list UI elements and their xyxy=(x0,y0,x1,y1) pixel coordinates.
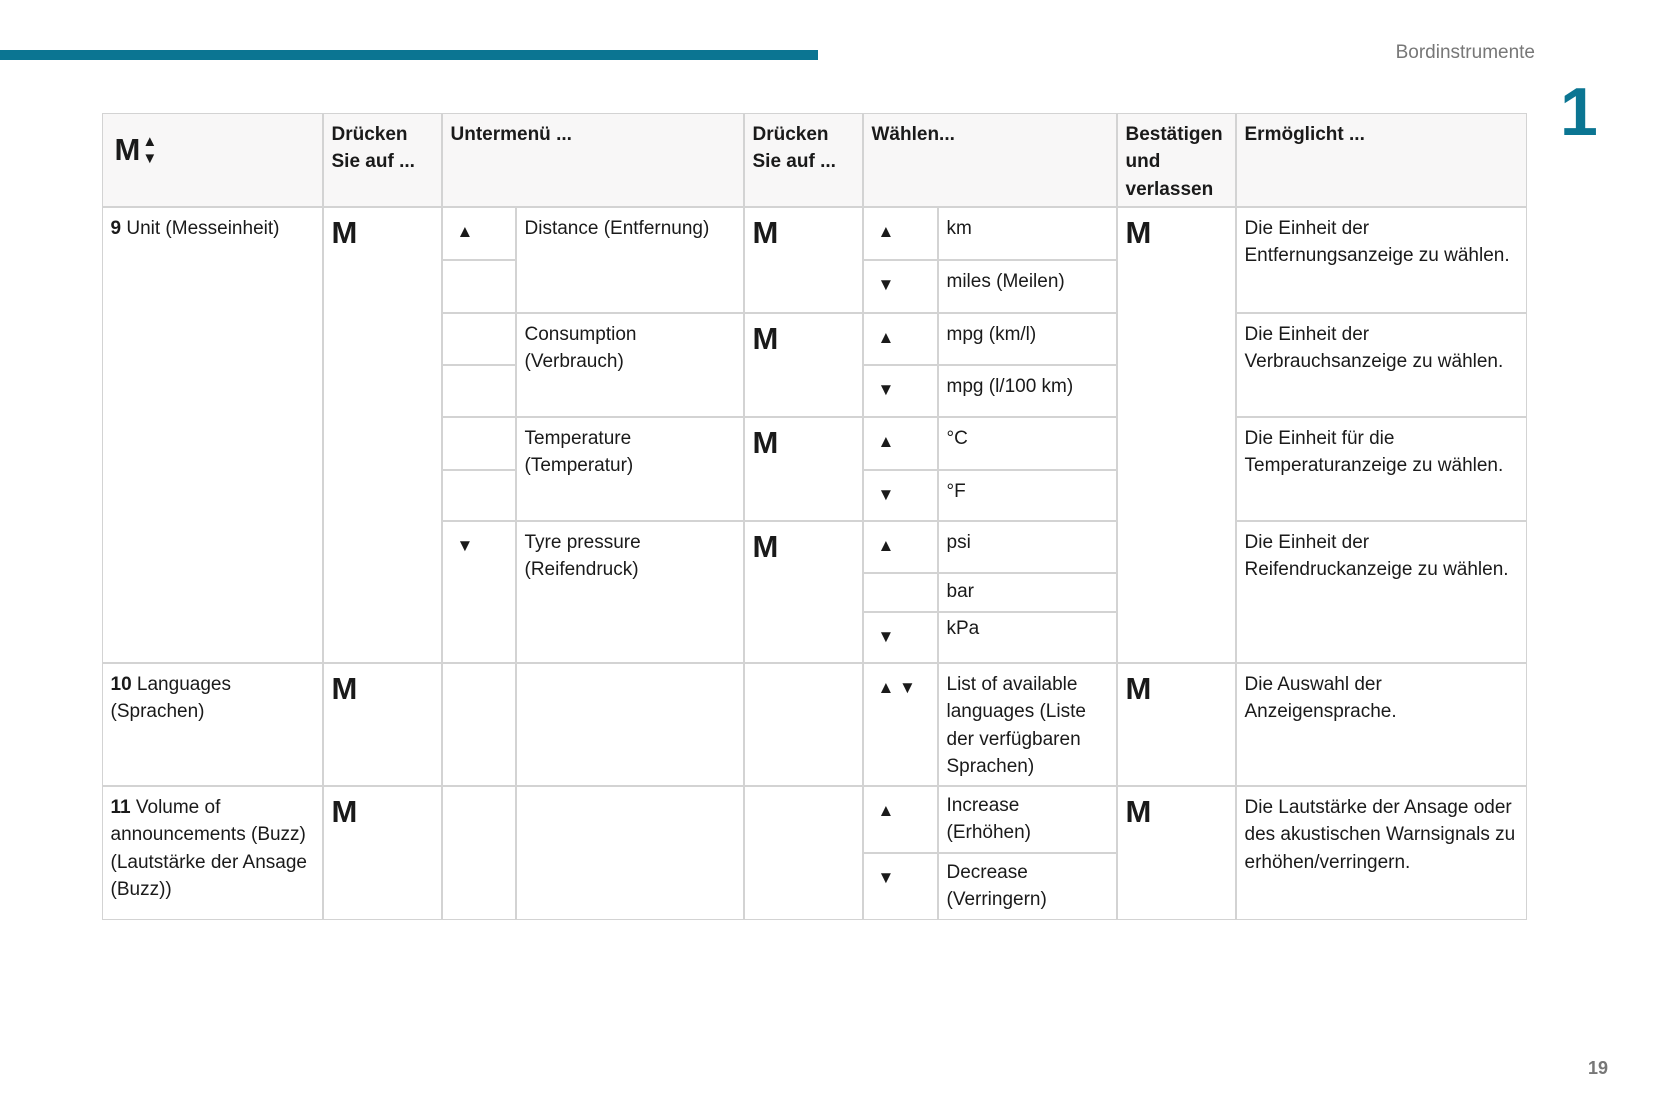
option-kpa: kPa xyxy=(937,611,1117,663)
header-enables: Ermöglicht ... xyxy=(1235,112,1527,207)
effect-consumption: Die Einheit der Verbrauchsanzeige zu wäh… xyxy=(1235,312,1527,417)
m-key: M xyxy=(322,662,442,786)
empty-cell xyxy=(441,469,516,521)
effect-temperature: Die Einheit für die Temperaturanzeige zu… xyxy=(1235,416,1527,521)
empty-cell xyxy=(862,572,938,612)
m-key: M xyxy=(743,206,863,313)
option-km: km xyxy=(937,206,1117,260)
header-confirm: Bestätigen und verlassen xyxy=(1116,112,1236,207)
down-arrow-icon: ▼ xyxy=(862,364,938,417)
m-key-label: M xyxy=(114,131,141,167)
m-key: M xyxy=(322,785,442,920)
empty-cell xyxy=(515,662,744,786)
option-increase: Increase (Erhöhen) xyxy=(937,785,1117,853)
option-celsius: °C xyxy=(937,416,1117,470)
row-10-label: 10 Languages (Sprachen) xyxy=(101,662,323,786)
header-select: Wählen... xyxy=(862,112,1117,207)
chapter-number: 1 xyxy=(1560,74,1598,150)
up-arrow-icon: ▲ xyxy=(862,312,938,365)
empty-cell xyxy=(743,785,863,920)
empty-cell xyxy=(743,662,863,786)
option-miles: miles (Meilen) xyxy=(937,259,1117,313)
m-key: M xyxy=(743,416,863,521)
effect-distance: Die Einheit der Entfernungsanzeige zu wä… xyxy=(1235,206,1527,313)
m-key: M xyxy=(1116,662,1236,786)
up-down-arrows-icon: ▲ ▼ xyxy=(862,662,938,786)
m-key: M xyxy=(322,206,442,663)
m-key: M xyxy=(1116,206,1236,663)
down-arrow-icon: ▼ xyxy=(862,259,938,313)
empty-cell xyxy=(441,312,516,365)
m-key: M xyxy=(1116,785,1236,920)
header-press-2: Drücken Sie auf ... xyxy=(743,112,863,207)
option-decrease: Decrease (Verringern) xyxy=(937,852,1117,920)
effect-tyre-pressure: Die Einheit der Reifendruckanzeige zu wä… xyxy=(1235,520,1527,663)
up-arrow-icon: ▲ xyxy=(862,785,938,853)
option-l100km: mpg (l/100 km) xyxy=(937,364,1117,417)
option-bar: bar xyxy=(937,572,1117,612)
submenu-tyre-pressure: Tyre pressure (Reifendruck) xyxy=(515,520,744,663)
header-accent-bar xyxy=(0,50,818,60)
down-arrow-icon: ▼ xyxy=(862,469,938,521)
submenu-temperature: Temperature (Temperatur) xyxy=(515,416,744,521)
header-submenu: Untermenü ... xyxy=(441,112,744,207)
up-arrow-icon: ▲ xyxy=(441,206,516,260)
effect-languages: Die Auswahl der Anzeigensprache. xyxy=(1235,662,1527,786)
up-arrow-icon: ▲ xyxy=(862,416,938,470)
m-key: M xyxy=(743,312,863,417)
header-press: Drücken Sie auf ... xyxy=(322,112,442,207)
header-menu-keys: M ▲ ▼ xyxy=(101,112,323,207)
empty-cell xyxy=(515,785,744,920)
up-arrow-icon: ▲ xyxy=(862,520,938,573)
empty-cell xyxy=(441,416,516,470)
empty-cell xyxy=(441,259,516,313)
row-9-label: 9 Unit (Messeinheit) xyxy=(101,206,323,663)
up-arrow-icon: ▲ xyxy=(862,206,938,260)
section-title: Bordinstrumente xyxy=(1395,42,1535,63)
empty-cell xyxy=(441,662,516,786)
down-arrow-icon: ▼ xyxy=(441,520,516,663)
empty-cell xyxy=(441,364,516,417)
row-11-label: 11 Volume of announcements (Buzz) (Lauts… xyxy=(101,785,323,920)
option-psi: psi xyxy=(937,520,1117,573)
page-number: 19 xyxy=(1588,1058,1609,1078)
empty-cell xyxy=(441,785,516,920)
up-down-arrows-icon: ▲ ▼ xyxy=(142,132,158,167)
effect-volume: Die Lautstärke der Ansage oder des akust… xyxy=(1235,785,1527,920)
down-arrow-icon: ▼ xyxy=(862,852,938,920)
submenu-distance: Distance (Entfernung) xyxy=(515,206,744,313)
m-key: M xyxy=(743,520,863,663)
submenu-consumption: Consumption (Verbrauch) xyxy=(515,312,744,417)
option-language-list: List of available languages (Liste der v… xyxy=(937,662,1117,786)
option-fahrenheit: °F xyxy=(937,469,1117,521)
down-arrow-icon: ▼ xyxy=(862,611,938,663)
option-mpg-kml: mpg (km/l) xyxy=(937,312,1117,365)
